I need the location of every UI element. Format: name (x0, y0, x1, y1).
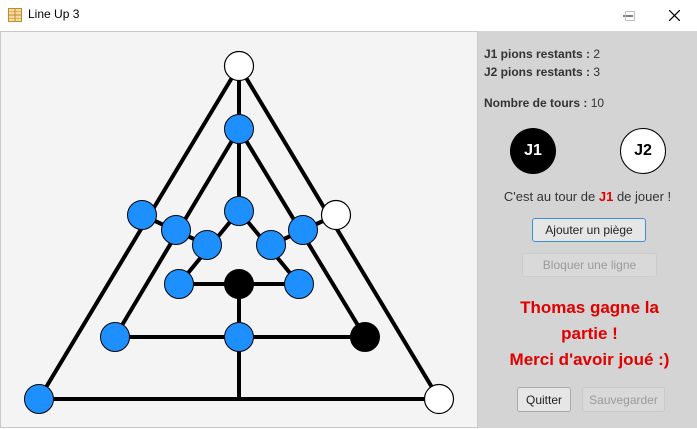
player-j1-label: J1 (524, 142, 542, 159)
minimize-button[interactable] (605, 0, 651, 31)
turn-prefix: C'est au tour de (503, 189, 596, 204)
piece-blue[interactable] (224, 114, 254, 144)
piece-blue[interactable] (224, 196, 254, 226)
piece-blue[interactable] (192, 230, 222, 260)
j2-remaining-label: J2 pions restants : (484, 65, 591, 79)
piece-blue[interactable] (288, 215, 318, 245)
turn-suffix: de jouer ! (616, 189, 672, 204)
pieces (24, 50, 455, 415)
winner-line-3: Merci d'avoir joué :) (509, 350, 670, 369)
close-icon (668, 10, 680, 21)
app-icon (8, 8, 22, 22)
piece-blue[interactable] (100, 322, 130, 352)
piece-blue[interactable] (24, 384, 54, 414)
add-trap-button[interactable]: Ajouter un piège (532, 218, 646, 242)
player-j1-indicator: J1 (510, 128, 556, 174)
winner-line-2: partie ! (561, 324, 618, 343)
side-panel: J1 pions restants : 2 J2 pions restants … (478, 31, 697, 428)
piece-blue[interactable] (256, 230, 286, 260)
piece-blue[interactable] (284, 269, 314, 299)
piece-black[interactable] (224, 269, 254, 299)
minimize-icon (623, 15, 633, 16)
piece-blue[interactable] (164, 269, 194, 299)
piece-blue[interactable] (224, 322, 254, 352)
close-button[interactable] (651, 0, 697, 31)
quit-button[interactable]: Quitter (517, 387, 571, 412)
window-title: Line Up 3 (28, 7, 80, 21)
maximize-icon (625, 10, 635, 21)
piece-blue[interactable] (161, 215, 191, 245)
turn-message: C'est au tour de J1 de jouer ! (478, 189, 697, 204)
maximize-button-box[interactable] (607, 0, 653, 31)
block-line-button[interactable]: Bloquer une ligne (522, 253, 657, 277)
piece-white[interactable] (423, 383, 455, 415)
save-button[interactable]: Sauvegarder (582, 387, 665, 412)
piece-blue[interactable] (127, 200, 157, 230)
turn-count: Nombre de tours : 10 (484, 96, 604, 110)
winner-line-1: Thomas gagne la (520, 298, 659, 317)
player-j2-indicator: J2 (620, 128, 666, 174)
j1-remaining-value: 2 (593, 47, 601, 61)
turn-count-value: 10 (590, 96, 605, 110)
j1-remaining-label: J1 pions restants : (484, 47, 591, 61)
piece-white[interactable] (223, 50, 255, 82)
title-bar: Line Up 3 (0, 0, 697, 31)
turn-player: J1 (598, 189, 614, 204)
game-board (24, 50, 455, 415)
j2-remaining: J2 pions restants : 3 (484, 65, 600, 79)
game-board-panel (0, 31, 478, 428)
player-j2-label: J2 (634, 142, 652, 159)
j2-remaining-value: 3 (593, 65, 601, 79)
j1-remaining: J1 pions restants : 2 (484, 47, 600, 61)
piece-black[interactable] (350, 322, 380, 352)
winner-message: Thomas gagne la partie ! Merci d'avoir j… (502, 295, 677, 373)
piece-white[interactable] (320, 199, 352, 231)
turn-count-label: Nombre de tours : (484, 96, 588, 110)
